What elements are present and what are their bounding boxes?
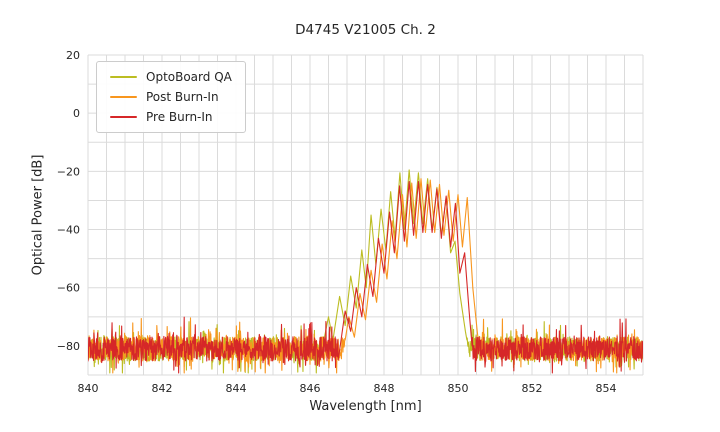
x-axis-label: Wavelength [nm] xyxy=(309,399,422,414)
y-tick-label: −80 xyxy=(57,340,80,353)
series-lines xyxy=(88,169,643,374)
y-tick-label: −60 xyxy=(57,282,80,295)
legend-item-post-burn-in: Post Burn-In xyxy=(110,91,232,103)
y-tick-label: 20 xyxy=(66,49,80,62)
legend-label-pre-burn-in: Pre Burn-In xyxy=(146,110,213,124)
y-tick-label: −40 xyxy=(57,224,80,237)
x-tick-label: 848 xyxy=(374,382,395,395)
legend-item-optoboard-qa: OptoBoard QA xyxy=(110,71,232,83)
y-tick-label: −20 xyxy=(57,165,80,178)
chart-title: D4745 V21005 Ch. 2 xyxy=(295,22,436,38)
legend-line-swatch-post-burn-in xyxy=(110,95,137,99)
legend-line-swatch-pre-burn-in xyxy=(110,115,137,119)
x-tick-label: 846 xyxy=(300,382,321,395)
legend-item-pre-burn-in: Pre Burn-In xyxy=(110,111,232,123)
tick-labels: 840 842 844 846 848 850 852 854 20 0 −20 −40 −60 −80 xyxy=(57,49,617,395)
legend-label-optoboard-qa: OptoBoard QA xyxy=(146,70,232,84)
grid xyxy=(87,54,644,376)
legend-line-swatch-optoboard-qa xyxy=(110,75,137,79)
x-tick-label: 854 xyxy=(596,382,617,395)
x-tick-label: 852 xyxy=(522,382,543,395)
series-line-pre-burn-in xyxy=(88,181,643,374)
legend-label-post-burn-in: Post Burn-In xyxy=(146,90,219,104)
x-tick-label: 840 xyxy=(78,382,99,395)
x-tick-label: 842 xyxy=(152,382,173,395)
x-tick-label: 844 xyxy=(226,382,247,395)
y-tick-label: 0 xyxy=(73,107,80,120)
x-tick-label: 850 xyxy=(448,382,469,395)
legend: OptoBoard QA Post Burn-In Pre Burn-In xyxy=(96,61,246,133)
